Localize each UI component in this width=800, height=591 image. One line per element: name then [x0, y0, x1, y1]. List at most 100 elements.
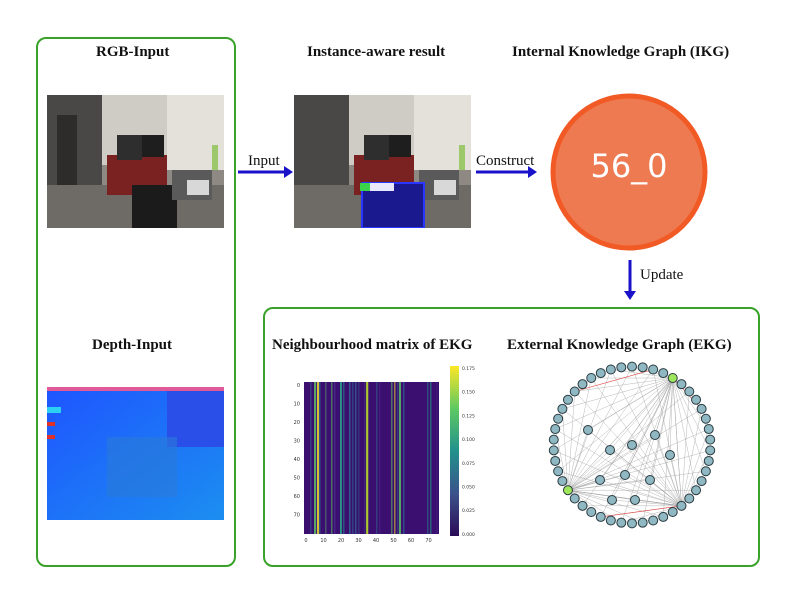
colorbar-tick: 0.050 [462, 485, 475, 491]
ekg-node [667, 506, 678, 517]
ekg-node [569, 493, 580, 504]
update-edge-label: Update [640, 267, 684, 283]
matrix-streak [397, 382, 399, 534]
ekg-node [696, 476, 707, 487]
ekg-edge [652, 369, 682, 506]
matrix-x-tick: 0 [304, 538, 307, 544]
ikg-title: Internal Knowledge Graph (IKG) [512, 44, 730, 60]
ekg-edge [555, 377, 673, 430]
matrix-x-tick: 70 [425, 538, 431, 544]
instance-result-image [294, 95, 471, 228]
ekg-edge [567, 489, 643, 523]
input-edge-label: Input [248, 153, 280, 169]
ekg-title: External Knowledge Graph (EKG) [507, 337, 732, 353]
ekg-node [586, 506, 597, 517]
matrix-y-tick: 70 [294, 513, 300, 519]
ekg-edge [610, 369, 682, 506]
matrix-streak [334, 382, 336, 534]
ekg-edge [567, 479, 601, 491]
ekg-edge [567, 489, 664, 518]
ekg-node [627, 518, 637, 529]
ekg-graph [540, 360, 720, 535]
ekg-edge [642, 377, 673, 523]
ekg-edge [591, 377, 682, 506]
ekg-edge [587, 377, 673, 431]
depth-image [47, 387, 224, 520]
ekg-node [557, 476, 568, 487]
matrix-streak [314, 382, 316, 534]
matrix-x-tick: 60 [408, 538, 414, 544]
matrix-x-tick: 30 [355, 538, 361, 544]
ekg-node [703, 455, 714, 466]
matrix-streak [376, 382, 378, 534]
ikg-node: 56_0 [549, 92, 709, 252]
ekg-node [583, 425, 593, 435]
ekg-node [620, 470, 630, 480]
ekg-node [648, 515, 659, 526]
ekg-node [658, 511, 669, 522]
rgb-image [47, 95, 224, 228]
ekg-edge [662, 377, 673, 517]
ekg-node [627, 440, 637, 450]
ekg-edge [574, 391, 682, 506]
ekg-node [616, 517, 627, 528]
rgb-input-title: RGB-Input [96, 44, 170, 60]
matrix-y-tick: 10 [294, 402, 300, 408]
ekg-node [595, 368, 606, 379]
ekg-edge [600, 505, 682, 518]
ekg-edge [555, 428, 682, 507]
matrix-y-tick: 30 [294, 439, 300, 445]
ekg-edge [611, 377, 673, 501]
construct-edge-label: Construct [476, 153, 535, 169]
ekg-node [637, 517, 648, 528]
ekg-edge [567, 444, 633, 491]
ekg-node [676, 379, 687, 390]
ekg-edge [654, 434, 682, 506]
matrix-y-tick: 60 [294, 494, 300, 500]
ekg-edge [558, 471, 682, 507]
ekg-node [553, 413, 564, 424]
ekg-edge [574, 377, 673, 392]
ekg-node [595, 475, 605, 485]
matrix-streak [352, 382, 354, 534]
matrix-title: Neighbourhood matrix of EKG [272, 337, 473, 353]
matrix-streak [430, 382, 432, 534]
ekg-node [648, 364, 659, 375]
ekg-edge [631, 377, 673, 446]
matrix-streak [325, 382, 327, 534]
ekg-edge [567, 429, 589, 491]
depth-input-title: Depth-Input [92, 337, 173, 353]
matrix-streak [319, 382, 321, 534]
ekg-node [691, 394, 702, 405]
ekg-node [627, 361, 637, 372]
colorbar-tick: 0.175 [462, 366, 475, 372]
ekg-node [630, 495, 640, 505]
ekg-edge [669, 454, 682, 506]
ekg-node [676, 500, 687, 511]
ekg-edge [567, 434, 656, 491]
ekg-edge [672, 377, 711, 451]
matrix-streak [316, 382, 318, 534]
ekg-node [650, 430, 660, 440]
ekg-edge [557, 377, 673, 472]
matrix-x-tick: 10 [320, 538, 326, 544]
ekg-edge [567, 377, 592, 491]
ekg-edge [553, 450, 682, 507]
ekg-edge [567, 377, 673, 491]
ekg-edge [567, 369, 654, 491]
ekg-node [577, 379, 588, 390]
matrix-streak [355, 382, 357, 534]
ikg-node-label: 56_0 [590, 147, 668, 185]
ekg-node [684, 493, 695, 504]
colorbar-tick: 0.100 [462, 437, 475, 443]
ekg-edge [681, 391, 690, 506]
ekg-node [577, 500, 588, 511]
matrix-x-tick: 50 [390, 538, 396, 544]
ekg-node [595, 511, 606, 522]
matrix-streak [317, 382, 319, 534]
ekg-edge [567, 428, 709, 491]
ekg-edge [567, 366, 633, 491]
ekg-edge [599, 377, 673, 481]
ekg-node [605, 515, 616, 526]
